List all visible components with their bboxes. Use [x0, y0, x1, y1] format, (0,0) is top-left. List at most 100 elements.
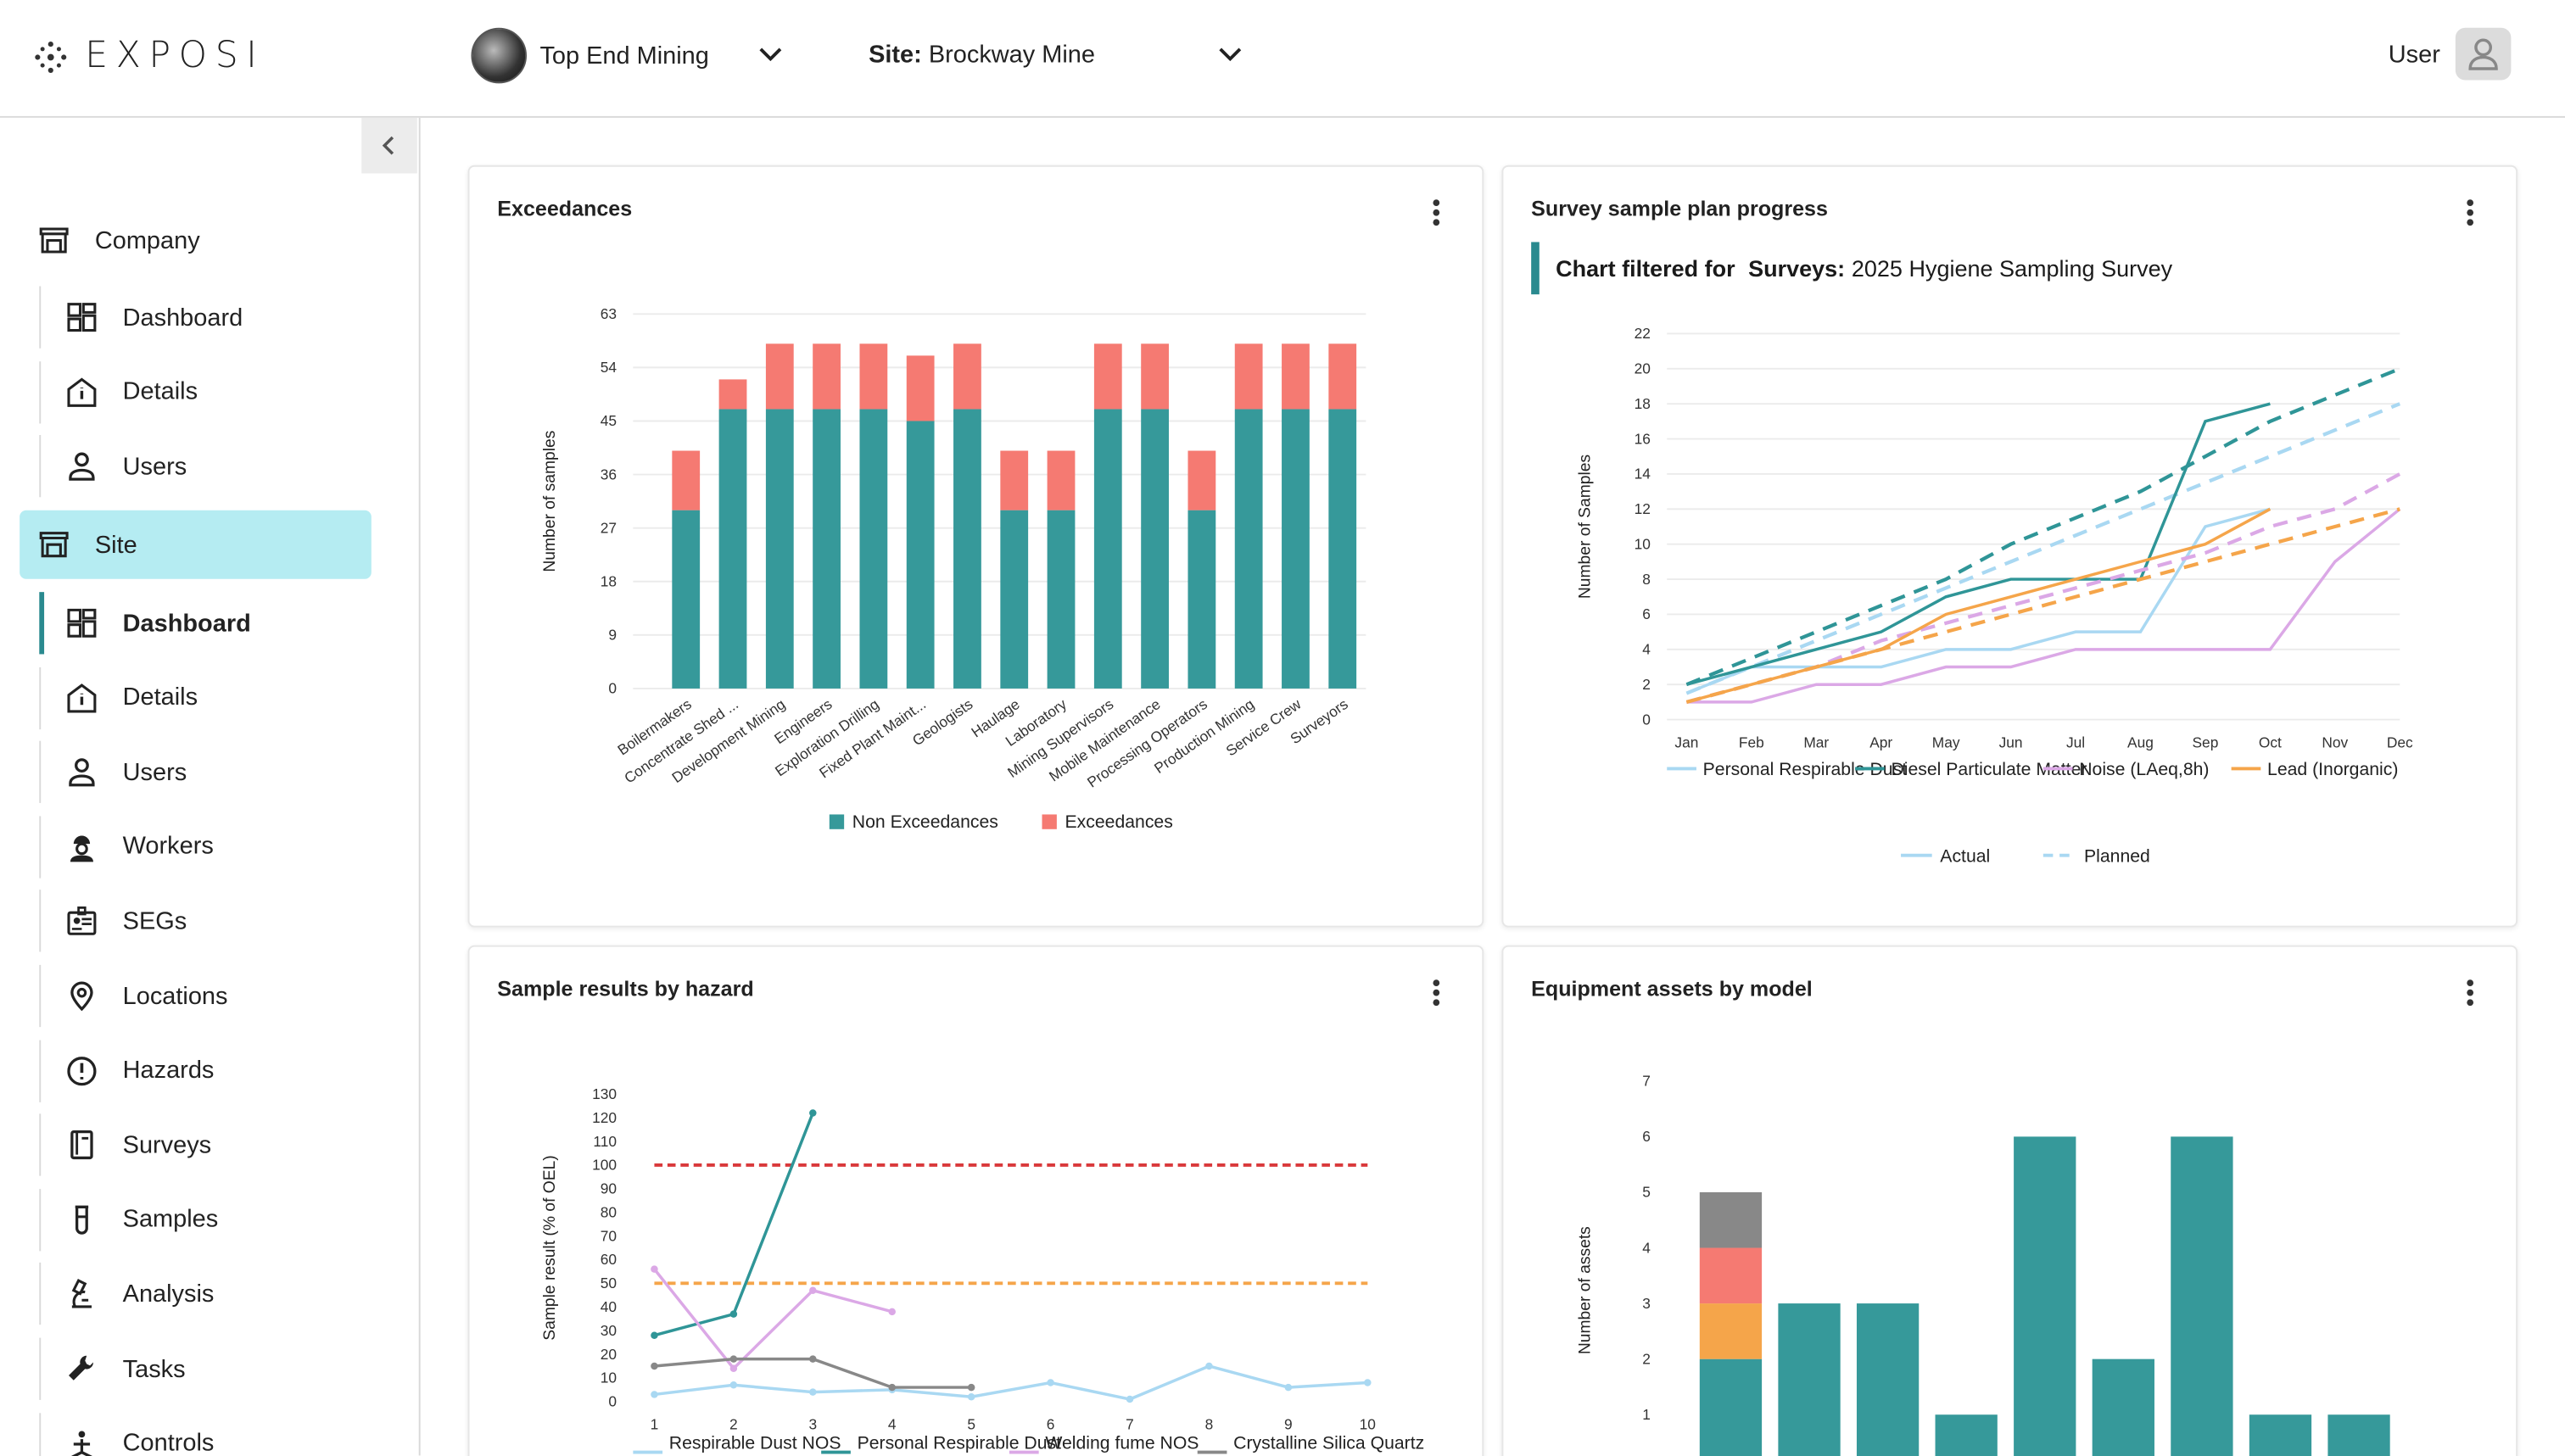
- x-tick-label: Jan: [1674, 734, 1698, 750]
- x-tick-label: Nov: [2322, 734, 2348, 750]
- x-tick-label: Aug: [2127, 734, 2154, 750]
- alert-circle-icon: [64, 1052, 99, 1088]
- data-point: [888, 1383, 896, 1392]
- top-bar: EXPOSI Top End Mining Site: Brockway Min…: [0, 0, 2565, 118]
- site-selector[interactable]: Site: Brockway Mine: [869, 41, 1095, 69]
- y-tick-label: 0: [1642, 711, 1651, 728]
- y-tick-label: 8: [1642, 571, 1651, 588]
- series-line: [1685, 402, 2271, 686]
- site-value: Brockway Mine: [928, 41, 1095, 70]
- hazard-results-card: Sample results by hazard 0 10 20 30 40 50 60 70…: [467, 945, 1484, 1456]
- organization-selector[interactable]: Top End Mining: [471, 27, 709, 84]
- more-options-icon[interactable]: [1428, 979, 1445, 1009]
- y-tick-label: 14: [1635, 466, 1651, 483]
- y-tick-label: 9: [608, 627, 617, 644]
- x-tick-label: Feb: [1739, 734, 1764, 750]
- data-point: [651, 1331, 658, 1339]
- user-avatar[interactable]: [2455, 27, 2512, 81]
- bar-segment: [1699, 1358, 1763, 1456]
- legend-swatch: [1042, 814, 1057, 829]
- sidebar-item-label: Surveys: [122, 1130, 212, 1159]
- y-tick-label: 7: [1642, 1073, 1651, 1090]
- bar-segment: [1188, 510, 1216, 689]
- bar-segment: [1093, 343, 1122, 410]
- x-tick-label: Sep: [2192, 734, 2218, 750]
- sidebar-item-details[interactable]: Details: [39, 667, 366, 729]
- bar-segment: [2014, 1136, 2076, 1456]
- more-options-icon[interactable]: [1428, 199, 1445, 229]
- data-point: [1205, 1362, 1213, 1370]
- bar-segment: [1234, 409, 1263, 689]
- y-tick-label: 20: [601, 1346, 617, 1363]
- y-axis-label: Number of samples: [541, 431, 559, 572]
- sidebar-section-company[interactable]: Company: [20, 206, 372, 275]
- y-tick-label: 36: [601, 466, 617, 483]
- bar-segment: [906, 421, 935, 689]
- test-tube-icon: [64, 1202, 99, 1237]
- sidebar-item-dashboard[interactable]: Dashboard: [39, 592, 366, 655]
- data-point: [809, 1355, 817, 1363]
- data-point: [651, 1265, 658, 1273]
- y-tick-label: 50: [601, 1275, 617, 1291]
- y-tick-label: 90: [601, 1180, 617, 1197]
- sidebar-item-label: Workers: [122, 833, 214, 862]
- bar-segment: [1234, 343, 1263, 410]
- sidebar-item-workers[interactable]: Workers: [39, 815, 366, 879]
- bar-segment: [765, 343, 794, 410]
- more-options-icon[interactable]: [2462, 979, 2478, 1009]
- sidebar-section-site[interactable]: Site: [20, 510, 372, 579]
- sidebar-item-samples[interactable]: Samples: [39, 1188, 366, 1251]
- bar-segment: [765, 409, 794, 689]
- sidebar-item-label: Dashboard: [122, 303, 243, 332]
- x-tick-label: 2: [729, 1416, 738, 1433]
- sidebar-item-users[interactable]: Users: [39, 741, 366, 804]
- sidebar-item-segs[interactable]: SEGs: [39, 890, 366, 953]
- sidebar-item-dashboard[interactable]: Dashboard: [39, 286, 366, 349]
- data-point: [729, 1381, 738, 1389]
- user-name[interactable]: User: [2388, 41, 2440, 70]
- chevron-down-icon[interactable]: [757, 41, 784, 67]
- sidebar-item-users[interactable]: Users: [39, 435, 366, 498]
- x-tick-label: Jul: [2066, 734, 2085, 750]
- sidebar-item-label: Users: [122, 452, 187, 481]
- legend-label: Personal Respirable Dust: [858, 1434, 1062, 1453]
- sidebar-item-hazards[interactable]: Hazards: [39, 1039, 366, 1102]
- sidebar: Company Dashboard Details Users Site Dashb…: [0, 117, 421, 1456]
- clipboard-icon: [64, 1127, 99, 1163]
- sidebar-item-surveys[interactable]: Surveys: [39, 1113, 366, 1177]
- sidebar-item-analysis[interactable]: Analysis: [39, 1263, 366, 1325]
- sidebar-item-label: Details: [122, 683, 198, 712]
- data-point: [651, 1391, 658, 1398]
- data-point: [809, 1286, 817, 1294]
- survey-progress-card: Survey sample plan progress Chart filter…: [1501, 165, 2518, 928]
- sidebar-item-label: Samples: [122, 1205, 219, 1234]
- sidebar-item-details[interactable]: Details: [39, 360, 366, 423]
- y-tick-label: 54: [601, 359, 618, 376]
- legend-label: Crystalline Silica Quartz: [1233, 1434, 1424, 1453]
- y-tick-label: 3: [1642, 1295, 1651, 1312]
- data-point: [1047, 1379, 1054, 1386]
- sidebar-item-label: Dashboard: [122, 609, 251, 638]
- series-line: [1685, 402, 2401, 695]
- y-tick-label: 4: [1642, 1239, 1651, 1256]
- x-tick-label: Apr: [1869, 734, 1892, 750]
- y-tick-label: 18: [1635, 395, 1651, 412]
- chevron-down-icon[interactable]: [1217, 41, 1243, 67]
- sidebar-item-controls[interactable]: Controls: [39, 1412, 366, 1456]
- logo[interactable]: EXPOSI: [33, 36, 265, 77]
- legend-label: Noise (LAeq,8h): [2079, 760, 2209, 779]
- dashboard-icon: [64, 605, 99, 641]
- sidebar-item-locations[interactable]: Locations: [39, 964, 366, 1028]
- bar-segment: [813, 409, 841, 689]
- x-tick-label: 8: [1205, 1416, 1214, 1433]
- more-options-icon[interactable]: [2462, 199, 2478, 229]
- series-line: [653, 1112, 814, 1337]
- logo-text: EXPOSI: [85, 36, 265, 77]
- x-tick-label: 5: [967, 1416, 975, 1433]
- legend-label: Respirable Dust NOS: [669, 1434, 841, 1453]
- collapse-sidebar-button[interactable]: [361, 117, 417, 174]
- sidebar-item-tasks[interactable]: Tasks: [39, 1337, 366, 1400]
- y-tick-label: 10: [601, 1370, 617, 1386]
- legend-label: Lead (Inorganic): [2267, 760, 2398, 779]
- details-icon: [64, 680, 99, 716]
